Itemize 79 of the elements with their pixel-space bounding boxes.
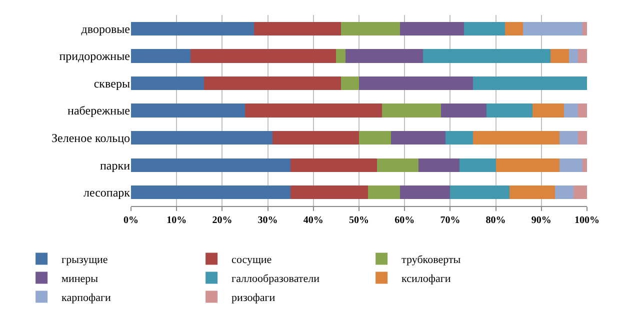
x-tick-label: 60% <box>394 215 415 226</box>
bar <box>400 22 464 36</box>
legend-label: сосущие <box>232 254 272 266</box>
bar <box>131 186 291 200</box>
x-tick-label: 90% <box>531 215 552 226</box>
bar <box>245 104 382 118</box>
bar <box>359 130 391 145</box>
x-tick-label: 30% <box>258 215 278 226</box>
x-tick-label: 50% <box>349 215 369 226</box>
x-tick-label: 10% <box>166 215 187 226</box>
y-tick-label: парки <box>100 158 131 172</box>
legend-label: грызущие <box>62 254 108 266</box>
legend-label: минеры <box>62 272 99 285</box>
bar <box>582 158 587 172</box>
bar <box>340 76 359 90</box>
legend-label: ксилофаги <box>402 272 451 285</box>
y-tick-label: Зеленое кольцо <box>52 130 130 145</box>
bar <box>290 186 368 200</box>
bar <box>131 130 272 145</box>
bar <box>204 76 341 90</box>
bar <box>382 104 442 118</box>
bar <box>290 158 378 172</box>
x-tick-label: 20% <box>212 215 232 226</box>
bar <box>486 104 532 118</box>
bar <box>345 49 423 63</box>
bar <box>555 186 574 200</box>
y-tick-label: лесопарк <box>83 186 130 200</box>
bar <box>254 22 341 36</box>
bar <box>441 104 487 118</box>
bar <box>459 158 496 172</box>
bar <box>400 186 450 200</box>
bar <box>573 186 587 200</box>
y-tick-label: скверы <box>94 76 130 90</box>
x-tick-label: 70% <box>440 215 460 226</box>
bar <box>190 49 336 63</box>
bar <box>560 158 582 172</box>
bar <box>336 49 346 63</box>
bar <box>131 76 204 90</box>
y-tick-label: придорожные <box>59 49 130 64</box>
bar <box>582 22 587 36</box>
bar <box>450 186 510 200</box>
bar <box>564 104 578 118</box>
bar <box>340 22 400 36</box>
legend-label: трубковерты <box>402 254 462 266</box>
legend-label: галлообразователи <box>232 272 320 285</box>
y-tick-label: набережные <box>68 104 130 118</box>
bar <box>532 104 564 118</box>
bar <box>523 22 582 36</box>
bar <box>464 22 505 36</box>
bar <box>359 76 473 90</box>
bar <box>131 158 291 172</box>
bar <box>377 158 418 172</box>
bar <box>578 49 587 63</box>
legend-label: карпофаги <box>62 292 112 304</box>
bar <box>390 130 446 145</box>
legend-label: ризофаги <box>232 292 276 304</box>
bar <box>560 130 578 145</box>
bar <box>568 49 578 63</box>
bar <box>446 130 473 145</box>
bar <box>368 186 400 200</box>
bar <box>272 130 359 145</box>
bar <box>496 158 560 172</box>
bar <box>418 158 460 172</box>
bar <box>131 49 190 63</box>
bar <box>504 22 524 36</box>
x-tick-label: 40% <box>303 215 324 226</box>
bar <box>578 130 587 145</box>
bar <box>131 22 254 36</box>
bar <box>578 104 587 118</box>
x-tick-label: 80% <box>486 215 506 226</box>
bar <box>550 49 569 63</box>
bar <box>473 76 587 90</box>
bar <box>422 49 551 63</box>
y-tick-label: дворовые <box>81 22 130 36</box>
bar <box>473 130 560 145</box>
x-tick-label: 0% <box>124 215 138 226</box>
bar <box>509 186 556 200</box>
bar <box>131 104 245 118</box>
x-tick-label: 100% <box>574 215 600 226</box>
